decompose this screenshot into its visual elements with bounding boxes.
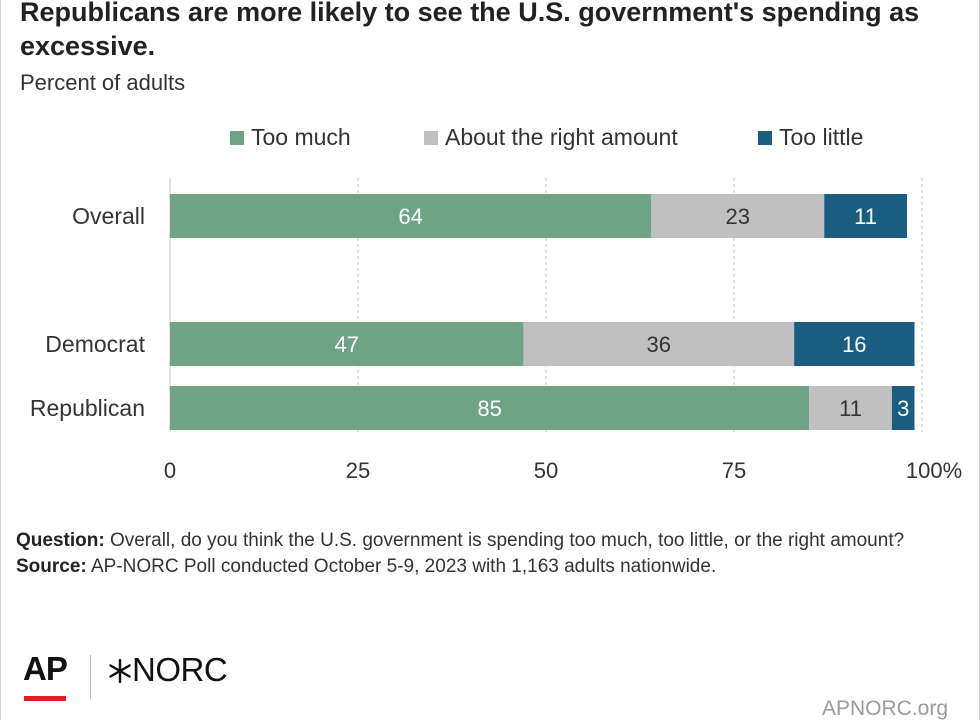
bar-about-the-right-amount-overall bbox=[651, 194, 825, 238]
bar-too-little-democrat bbox=[794, 322, 915, 366]
category-label-democrat: Democrat bbox=[45, 331, 145, 357]
category-label-republican: Republican bbox=[30, 395, 145, 421]
data-label-too-much-democrat: 47 bbox=[334, 332, 358, 357]
data-label-too-much-overall: 64 bbox=[398, 204, 422, 229]
bar-about-the-right-amount-democrat bbox=[523, 322, 795, 366]
legend-item-too-little: Too little bbox=[758, 124, 863, 151]
bar-about-the-right-amount-republican bbox=[809, 386, 892, 430]
bar-too-much-democrat bbox=[170, 322, 524, 366]
x-tick-label: 75 bbox=[722, 458, 746, 483]
ap-logo: AP bbox=[23, 650, 68, 687]
source-label: Source: bbox=[16, 556, 87, 577]
stacked-bar-chart: 0 25 50 75 100% Overall 64 23 11 Democrat 47 36 16 Re… bbox=[30, 178, 962, 483]
legend-item-too-much: Too much bbox=[230, 124, 351, 151]
asterisk-icon bbox=[109, 658, 131, 684]
category-label-overall: Overall bbox=[72, 203, 145, 229]
source-text: AP-NORC Poll conducted October 5-9, 2023… bbox=[90, 556, 717, 577]
chart-title: Republicans are more likely to see the U… bbox=[20, 0, 920, 61]
bar-too-much-republican bbox=[170, 386, 810, 430]
site-url: APNORC.org bbox=[821, 697, 948, 720]
chart-subtitle: Percent of adults bbox=[20, 70, 186, 95]
legend-label-about-right: About the right amount bbox=[445, 124, 678, 150]
data-label-too-little-democrat: 16 bbox=[842, 332, 866, 357]
legend-swatch-too-much bbox=[230, 130, 244, 145]
question-label: Question: bbox=[16, 530, 105, 551]
norc-logo: NORC bbox=[108, 651, 228, 689]
data-label-about-the-right-amount-democrat: 36 bbox=[647, 332, 671, 357]
legend-label-too-little: Too little bbox=[779, 124, 864, 150]
source-note: Source: AP-NORC Poll conducted October 5… bbox=[16, 554, 956, 580]
norc-logo-text: NORC bbox=[132, 651, 228, 688]
legend-label-too-much: Too much bbox=[251, 124, 351, 150]
legend-item-about-right: About the right amount bbox=[424, 124, 678, 151]
question-note: Question: Overall, do you think the U.S.… bbox=[16, 528, 956, 554]
legend-swatch-about-right bbox=[424, 130, 438, 145]
bar-too-little-republican bbox=[891, 386, 915, 430]
data-label-about-the-right-amount-republican: 11 bbox=[839, 396, 862, 421]
x-tick-label: 100% bbox=[906, 458, 962, 483]
data-label-too-little-overall: 11 bbox=[854, 204, 877, 229]
x-tick-label: 0 bbox=[164, 458, 176, 483]
x-tick-label: 50 bbox=[534, 458, 558, 483]
question-text: Overall, do you think the U.S. governmen… bbox=[109, 530, 905, 551]
legend-swatch-too-little bbox=[758, 130, 772, 145]
footnote: Question: Overall, do you think the U.S.… bbox=[16, 528, 956, 580]
chart-legend: Too much About the right amount Too litt… bbox=[0, 124, 980, 154]
data-label-about-the-right-amount-overall: 23 bbox=[726, 204, 750, 229]
x-tick-label: 25 bbox=[346, 458, 370, 483]
bar-too-little-overall bbox=[824, 194, 907, 238]
ap-logo-underline bbox=[24, 696, 66, 701]
data-label-too-much-republican: 85 bbox=[477, 396, 501, 421]
data-label-too-little-republican: 3 bbox=[897, 396, 909, 421]
bar-too-much-overall bbox=[170, 194, 652, 238]
logo-divider bbox=[90, 655, 91, 699]
